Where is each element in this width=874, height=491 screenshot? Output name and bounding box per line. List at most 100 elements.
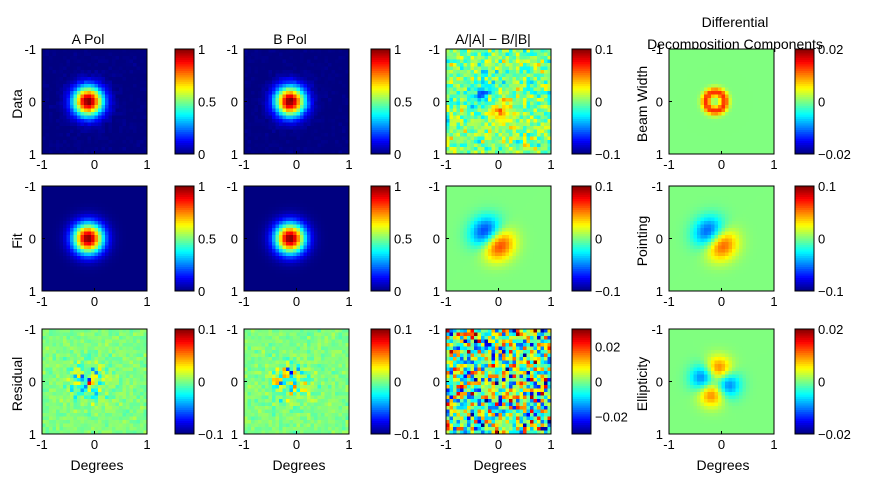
heatmap-cell: [770, 94, 775, 99]
heatmap-cell: [42, 196, 46, 201]
colorbar-segment: [175, 145, 194, 148]
heatmap-cell: [488, 91, 492, 95]
heatmap-cell: [63, 98, 67, 102]
heatmap-cell: [42, 189, 46, 194]
heatmap-cell: [101, 150, 106, 155]
heatmap-cell: [505, 108, 510, 113]
heatmap-cell: [129, 228, 134, 232]
heatmap-cell: [746, 112, 750, 116]
heatmap-cell: [140, 203, 144, 208]
heatmap-cell: [321, 112, 325, 116]
heatmap-cell: [509, 133, 513, 137]
heatmap-cell: [94, 263, 99, 267]
heatmap-cell: [105, 273, 109, 278]
heatmap-cell: [470, 119, 475, 123]
heatmap-cell: [328, 126, 332, 130]
heatmap-cell: [261, 77, 266, 81]
colorbar-tick-label: 0: [198, 284, 205, 299]
heatmap-cell: [293, 112, 297, 116]
heatmap-cell: [42, 259, 46, 264]
heatmap-cell: [502, 49, 506, 53]
heatmap-cell: [258, 98, 262, 102]
heatmap-cell: [91, 56, 95, 60]
heatmap-cell: [73, 238, 78, 243]
heatmap-cell: [338, 119, 343, 123]
heatmap-cell: [80, 112, 85, 116]
heatmap-cell: [519, 108, 524, 113]
heatmap-cell: [282, 119, 287, 123]
heatmap-cell: [136, 112, 141, 116]
heatmap-cell: [80, 207, 85, 211]
heatmap-cell: [331, 147, 336, 151]
colorbar-segment: [371, 97, 390, 100]
heatmap-cell: [753, 129, 757, 134]
heatmap-cell: [756, 150, 761, 155]
heatmap-cell: [42, 200, 46, 204]
heatmap-cell: [303, 98, 308, 102]
heatmap-cell: [126, 147, 130, 151]
x-tick-label: 0: [91, 157, 98, 172]
heatmap-cell: [474, 63, 478, 67]
heatmap-cell: [84, 217, 88, 222]
heatmap-cell: [300, 140, 304, 144]
heatmap-cell: [112, 266, 116, 271]
heatmap-cell: [721, 150, 726, 155]
heatmap-cell: [77, 221, 81, 225]
heatmap-cell: [453, 73, 457, 78]
heatmap-cell: [279, 140, 283, 144]
heatmap-cell: [293, 140, 297, 144]
heatmap-cell: [261, 200, 266, 204]
heatmap-cell: [112, 84, 116, 88]
heatmap-cell: [122, 101, 127, 106]
heatmap-cell: [746, 77, 750, 81]
heatmap-cell: [310, 196, 315, 201]
heatmap-cell: [488, 143, 492, 148]
heatmap-cell: [91, 66, 95, 71]
heatmap-cell: [533, 150, 538, 155]
heatmap-cell: [289, 80, 294, 85]
heatmap-cell: [324, 129, 329, 134]
heatmap-cell: [105, 242, 109, 246]
heatmap-cell: [77, 235, 81, 239]
heatmap-cell: [446, 49, 450, 53]
heatmap-cell: [52, 203, 57, 208]
heatmap-cell: [669, 136, 673, 141]
heatmap-cell: [265, 91, 269, 95]
heatmap-cell: [52, 228, 57, 232]
colorbar-segment: [175, 81, 194, 85]
heatmap-cell: [143, 136, 148, 141]
heatmap-cell: [718, 91, 722, 95]
heatmap-cell: [293, 196, 297, 201]
heatmap-cell: [484, 91, 489, 95]
heatmap-cell: [80, 287, 85, 292]
heatmap-cell: [526, 119, 531, 123]
heatmap-cell: [700, 147, 705, 151]
heatmap-cell: [140, 259, 144, 264]
heatmap-cell: [526, 91, 531, 95]
heatmap-cell: [456, 115, 461, 120]
heatmap-cell: [467, 66, 471, 71]
heatmap-cell: [122, 122, 127, 127]
heatmap-cell: [101, 143, 106, 148]
heatmap-cell: [303, 143, 308, 148]
heatmap-cell: [108, 270, 113, 274]
heatmap-cell: [338, 49, 343, 53]
heatmap-cell: [711, 80, 715, 85]
heatmap-cell: [512, 56, 517, 60]
heatmap-cell: [133, 136, 137, 141]
heatmap-cell: [725, 91, 729, 95]
heatmap-cell: [91, 200, 95, 204]
heatmap-cell: [767, 126, 771, 130]
heatmap-cell: [52, 273, 57, 278]
heatmap-cell: [335, 91, 339, 95]
heatmap-cell: [115, 122, 120, 127]
heatmap-cell: [739, 147, 743, 151]
heatmap-cell: [770, 147, 775, 151]
heatmap-cell: [122, 70, 127, 74]
heatmap-cell: [449, 101, 454, 106]
heatmap-cell: [345, 91, 350, 95]
heatmap-cell: [286, 59, 290, 64]
heatmap-cell: [73, 270, 78, 274]
heatmap-cell: [749, 87, 754, 92]
heatmap-cell: [679, 112, 684, 116]
